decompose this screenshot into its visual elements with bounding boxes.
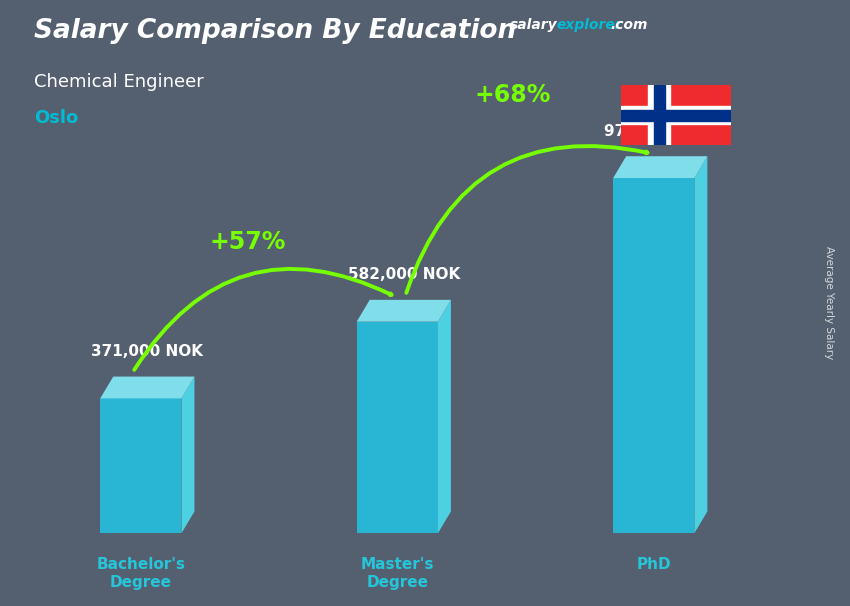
Text: Salary Comparison By Education: Salary Comparison By Education [34,18,516,44]
Polygon shape [100,376,195,398]
Text: +57%: +57% [210,230,286,253]
Text: salary: salary [510,18,558,32]
Bar [357,322,438,533]
FancyArrowPatch shape [134,269,392,370]
Bar [654,85,665,145]
FancyArrowPatch shape [406,146,648,293]
Text: Master's
Degree: Master's Degree [360,558,434,590]
Text: +68%: +68% [474,82,551,107]
Text: explorer: explorer [557,18,622,32]
Polygon shape [613,156,707,178]
Bar [620,106,731,124]
Bar [100,398,181,533]
Polygon shape [438,300,450,533]
Text: 582,000 NOK: 582,000 NOK [348,267,460,282]
Bar [648,85,670,145]
Text: Bachelor's
Degree: Bachelor's Degree [96,558,185,590]
Polygon shape [357,300,451,322]
Text: 371,000 NOK: 371,000 NOK [91,344,203,359]
Bar [613,178,694,533]
Polygon shape [694,156,707,533]
Bar [620,110,731,121]
Text: Oslo: Oslo [34,109,78,127]
Text: 977,000 NOK: 977,000 NOK [604,124,717,139]
Text: .com: .com [610,18,648,32]
Text: Chemical Engineer: Chemical Engineer [34,73,204,91]
Text: Average Yearly Salary: Average Yearly Salary [824,247,834,359]
Text: PhD: PhD [637,558,672,572]
Polygon shape [181,376,195,533]
